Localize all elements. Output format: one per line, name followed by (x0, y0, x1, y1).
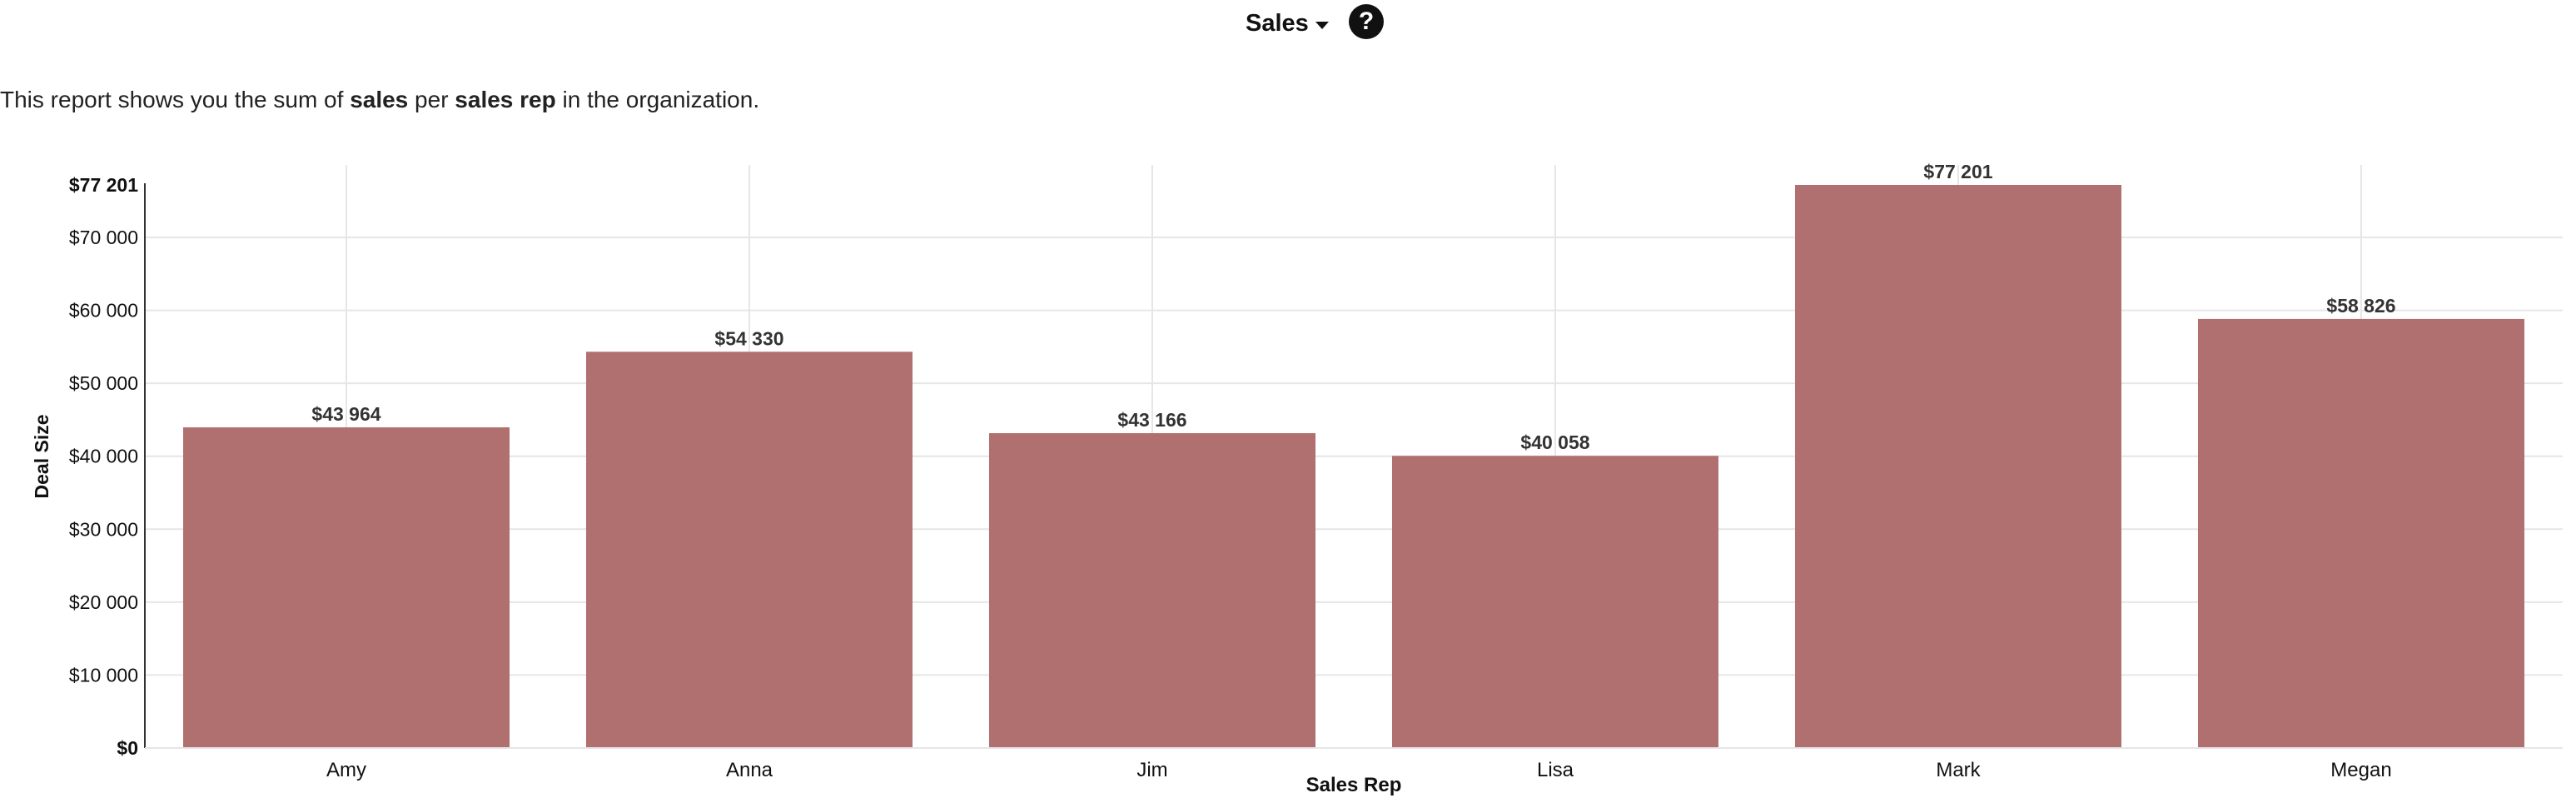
y-tick-label: $40 000 (69, 446, 138, 467)
y-tick-label: $60 000 (69, 300, 138, 322)
y-tick-label: $10 000 (69, 664, 138, 686)
description-text-2: per (408, 87, 455, 112)
y-tick-label: $70 000 (69, 227, 138, 248)
description-bold-sales: sales (350, 87, 409, 112)
report-selector-dropdown[interactable]: Sales (1246, 7, 1329, 40)
sales-bar-chart: $0 $10 000 $20 000 $30 000 $40 000 $50 000 $60… (31, 161, 2563, 796)
bar-anna[interactable] (585, 352, 913, 748)
y-tick-label: $20 000 (69, 591, 138, 613)
bar-value-label: $40 058 (1520, 431, 1589, 453)
label-layer: $0 $10 000 $20 000 $30 000 $40 000 $50 000 $60… (69, 161, 2396, 781)
y-axis-title: Deal Size (31, 415, 52, 499)
bar-layer (182, 185, 2525, 748)
header: Sales ? (0, 0, 2576, 47)
description-text-3: in the organization. (555, 87, 760, 112)
x-tick-label: Anna (726, 759, 773, 781)
y-tick-label: $50 000 (69, 372, 138, 394)
report-description: This report shows you the sum of sales p… (0, 83, 759, 117)
description-text-1: This report shows you the sum of (0, 87, 351, 112)
y-tick-label: $77 201 (69, 174, 138, 196)
description-bold-sales-rep: sales rep (455, 87, 556, 112)
bar-value-label: $43 166 (1117, 409, 1186, 431)
y-tick-label: $30 000 (69, 518, 138, 540)
bar-megan[interactable] (2197, 318, 2525, 748)
x-axis-title: Sales Rep (1306, 774, 1402, 796)
bar-value-label: $54 330 (714, 327, 783, 349)
axis-layer (144, 183, 2563, 749)
report-title: Sales (1246, 10, 1309, 37)
help-icon[interactable]: ? (1349, 4, 1384, 39)
x-tick-label: Lisa (1537, 759, 1574, 781)
x-tick-label: Mark (1936, 759, 1981, 781)
bar-amy[interactable] (182, 427, 510, 748)
x-tick-label: Jim (1136, 759, 1167, 781)
bar-value-label: $58 826 (2326, 295, 2395, 317)
x-tick-label: Amy (326, 759, 366, 781)
bar-jim[interactable] (988, 433, 1316, 748)
bar-value-label: $77 201 (1923, 161, 1992, 182)
bar-lisa[interactable] (1391, 456, 1719, 748)
x-tick-label: Megan (2330, 759, 2391, 781)
bar-mark[interactable] (1794, 185, 2122, 748)
bar-value-label: $43 964 (311, 403, 380, 425)
caret-down-icon (1315, 21, 1329, 29)
y-tick-label: $0 (117, 737, 138, 759)
